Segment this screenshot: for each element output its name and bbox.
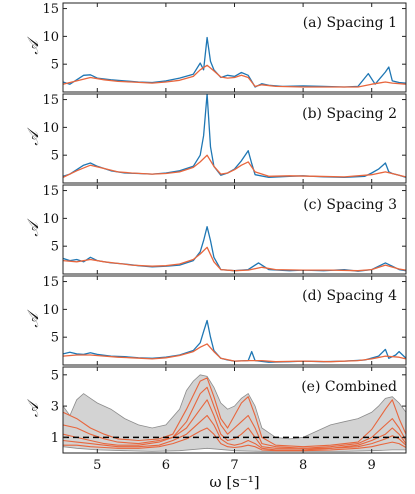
x-tick-label: 6 — [162, 458, 170, 473]
series-line-3-1 — [63, 226, 406, 272]
y-tick-label: 1 — [51, 431, 59, 446]
y-tick-label: 5 — [51, 240, 59, 255]
y-axis-label-2: 𝒜 — [24, 127, 42, 146]
y-axis-label-4: 𝒜 — [24, 309, 42, 328]
y-tick-label: 5 — [51, 368, 59, 383]
series-line-1-2 — [63, 64, 406, 88]
y-axis-label-5: 𝒜 — [24, 398, 42, 417]
y-tick-label: 15 — [42, 93, 59, 108]
y-tick-label: 5 — [51, 58, 59, 73]
y-tick-label: 5 — [51, 331, 59, 346]
series-line-5-2 — [63, 386, 406, 449]
panel-title-1: (a) Spacing 1 — [303, 15, 397, 31]
series-line-4-1 — [63, 319, 406, 363]
x-tick-label: 9 — [368, 458, 376, 473]
x-tick-label: 5 — [93, 458, 101, 473]
panel-title-3: (c) Spacing 3 — [303, 197, 397, 213]
y-tick-label: 3 — [51, 400, 59, 415]
y-tick-label: 15 — [42, 2, 59, 17]
series-line-4-2 — [63, 343, 406, 363]
y-tick-label: 10 — [42, 121, 59, 136]
series-line-3-2 — [63, 246, 406, 272]
y-tick-label: 10 — [42, 30, 59, 45]
y-axis-label-1: 𝒜 — [24, 36, 42, 55]
series-line-2-2 — [63, 154, 406, 178]
series-line-5-5 — [63, 427, 406, 452]
series-line-1-1 — [63, 36, 406, 88]
panel-title-4: (d) Spacing 4 — [302, 288, 397, 304]
y-tick-label: 10 — [42, 303, 59, 318]
series-line-5-4 — [63, 414, 406, 451]
y-tick-label: 15 — [42, 275, 59, 290]
panel-title-5: (e) Combined — [301, 379, 397, 395]
x-tick-label: 8 — [299, 458, 307, 473]
panel-title-2: (b) Spacing 2 — [302, 106, 397, 122]
y-axis-label-3: 𝒜 — [24, 218, 42, 237]
series-line-5-3 — [63, 399, 406, 449]
x-axis-label: ω [s⁻¹] — [209, 473, 259, 491]
y-tick-label: 15 — [42, 184, 59, 199]
series-line-5-1 — [63, 377, 406, 448]
y-tick-label: 10 — [42, 212, 59, 227]
y-tick-label: 5 — [51, 149, 59, 164]
x-tick-label: 7 — [230, 458, 238, 473]
